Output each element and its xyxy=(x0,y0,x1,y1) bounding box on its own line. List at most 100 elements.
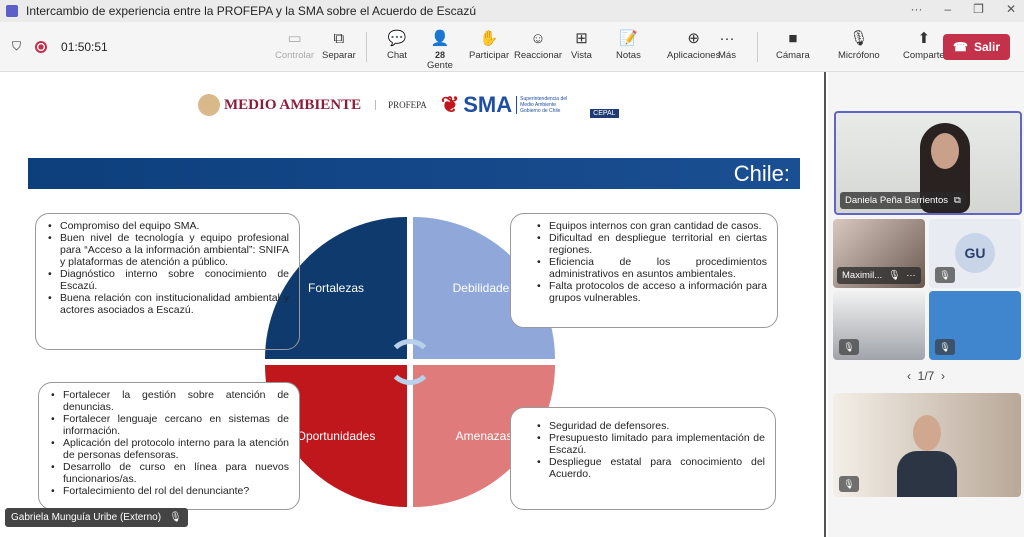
mic-off-icon: 🎙 xyxy=(839,476,859,492)
restore-button[interactable]: ❐ xyxy=(973,2,984,16)
debilidades-box: Equipos internos con gran cantidad de ca… xyxy=(510,213,778,328)
button-label: Micrófono xyxy=(838,50,880,61)
list-item: Buen nivel de tecnología y equipo profes… xyxy=(48,232,289,268)
button-label: Separar xyxy=(322,50,356,61)
button-label: Más xyxy=(718,50,736,61)
reaccionar-icon: ☺ xyxy=(530,30,546,47)
shield-icon: ⛉ xyxy=(12,39,22,53)
separar-button[interactable]: ⧉ Separar xyxy=(322,28,356,61)
list-item: Desarrollo de curso en línea para nuevos… xyxy=(51,461,289,485)
controlar-icon: ▭ xyxy=(287,30,302,47)
list-item: Eficiencia de los procedimientos adminis… xyxy=(537,256,767,280)
list-item: Seguridad de defensores. xyxy=(537,420,765,432)
vista-button[interactable]: ⊞ Vista xyxy=(571,28,592,61)
list-item: Diagnóstico interno sobre conocimiento d… xyxy=(48,268,289,292)
notas-button[interactable]: 📝 Notas xyxy=(616,28,641,61)
list-item: Presupuesto limitado para implementación… xyxy=(537,432,765,456)
button-label: Vista xyxy=(571,50,592,61)
mic-off-icon: 🎙 xyxy=(935,339,955,355)
sma-logo: ❦ SMA Superintendencia del Medio Ambiente … xyxy=(441,92,576,118)
aplicaciones-icon: ⊕ xyxy=(687,30,700,47)
teams-icon xyxy=(6,5,18,17)
microfono-icon: 🎙 xyxy=(849,30,869,47)
presenter-name-tag: Gabriela Munguía Uribe (Externo) 🎙 xyxy=(5,508,188,527)
mas-button[interactable]: ··· Más xyxy=(718,28,736,61)
list-item: Fortalecimiento del rol del denunciante? xyxy=(51,485,289,497)
button-label: Reaccionar xyxy=(514,50,563,61)
more-button[interactable]: ··· xyxy=(910,2,923,16)
gente-icon: 👤 xyxy=(430,30,450,47)
video-tile-main[interactable]: Daniela Peña Barrientos ⧉ xyxy=(834,111,1022,215)
cycle-arrows-icon xyxy=(387,339,433,385)
video-tile-6[interactable]: 🎙 xyxy=(833,393,1021,497)
amenazas-box: Seguridad de defensores.Presupuesto limi… xyxy=(510,407,776,510)
minimize-button[interactable]: – xyxy=(944,2,952,16)
button-label: Chat xyxy=(387,50,408,61)
fortalezas-box: Compromiso del equipo SMA.Buen nivel de … xyxy=(35,213,300,350)
comparte-button[interactable]: ⬆ Comparte xyxy=(903,28,945,61)
list-item: Buena relación con institucionalidad amb… xyxy=(48,292,289,316)
participant-label: Maximil... 🎙 ··· xyxy=(837,267,921,284)
chat-icon: 💬 xyxy=(387,30,407,47)
reaccionar-button[interactable]: ☺ Reaccionar xyxy=(514,28,562,61)
button-label: Comparte xyxy=(903,50,945,61)
medio-ambiente-logo: MEDIO AMBIENTE xyxy=(224,97,362,114)
mexico-seal-icon xyxy=(198,94,220,116)
phone-hangup-icon: ☎ xyxy=(953,40,968,54)
pagination: ‹ 1/7 › xyxy=(906,369,946,383)
people-count: 28 xyxy=(434,50,445,60)
aplicaciones-button[interactable]: ⊕ Aplicaciones xyxy=(667,28,720,61)
more-options-icon: ··· xyxy=(906,270,916,281)
participar-icon: ✋ xyxy=(479,30,499,47)
list-item: Equipos internos con gran cantidad de ca… xyxy=(537,220,767,232)
mic-off-icon: 🎙 xyxy=(839,339,859,355)
button-label: Participar xyxy=(469,50,510,61)
meeting-timer: 01:50:51 xyxy=(61,39,108,54)
close-button[interactable]: ✕ xyxy=(1005,2,1016,16)
button-label: Cámara xyxy=(776,50,810,61)
profepa-logo: PROFEPA xyxy=(375,100,427,110)
controlar-button[interactable]: ▭ Controlar xyxy=(275,28,314,61)
participar-button[interactable]: ✋ Participar xyxy=(469,28,509,61)
participant-label: Daniela Peña Barrientos ⧉ xyxy=(840,192,966,209)
slide-header: Chile: xyxy=(28,158,800,189)
leave-button[interactable]: ☎ Salir xyxy=(943,34,1010,60)
window-title: Intercambio de experiencia entre la PROF… xyxy=(26,4,477,18)
prev-page-button[interactable]: ‹ xyxy=(906,369,911,383)
next-page-button[interactable]: › xyxy=(941,369,946,383)
mic-off-icon: 🎙 xyxy=(169,512,182,523)
meeting-toolbar: ⛉ 01:50:51 ▭ Controlar ⧉ Separar 💬 Chat 👤 28 Gen… xyxy=(0,22,1024,72)
video-tile-5[interactable]: 🎙 xyxy=(929,291,1021,360)
mic-off-icon: 🎙 xyxy=(888,270,901,281)
notas-icon: 📝 xyxy=(619,30,638,47)
video-tile-3[interactable]: GU 🎙 xyxy=(929,219,1021,288)
button-label: Controlar xyxy=(275,50,315,61)
separar-icon: ⧉ xyxy=(333,30,345,47)
gente-button[interactable]: 👤 28 Gente xyxy=(427,28,453,71)
video-tile-4[interactable]: 🎙 xyxy=(833,291,925,360)
list-item: Compromiso del equipo SMA. xyxy=(48,220,289,232)
list-item: Aplicación del protocolo interno para la… xyxy=(51,437,289,461)
list-item: Fortalecer lenguaje cercano en sistemas … xyxy=(51,413,289,437)
shared-slide: MEDIO AMBIENTE PROFEPA ❦ SMA Superintenden… xyxy=(0,72,826,537)
mas-icon: ··· xyxy=(719,30,735,47)
mic-off-icon: 🎙 xyxy=(935,267,955,283)
list-item: Falta protocolos de acceso a información… xyxy=(537,280,767,304)
button-label: Gente xyxy=(427,60,453,71)
oportunidades-box: Fortalecer la gestión sobre atención de … xyxy=(38,382,300,510)
camara-icon: ■ xyxy=(788,30,798,47)
list-item: Despliegue estatal para conocimiento del… xyxy=(537,456,765,480)
video-tile-2[interactable]: Maximil... 🎙 ··· xyxy=(833,219,925,288)
chat-button[interactable]: 💬 Chat xyxy=(387,28,407,61)
cepal-logo: CEPAL xyxy=(590,108,619,118)
comparte-icon: ⬆ xyxy=(917,30,931,47)
button-label: Aplicaciones xyxy=(667,50,721,61)
vista-icon: ⊞ xyxy=(575,30,588,47)
logos: MEDIO AMBIENTE PROFEPA ❦ SMA Superintenden… xyxy=(198,92,619,118)
microfono-button[interactable]: 🎙 Micrófono xyxy=(838,28,880,61)
list-item: Fortalecer la gestión sobre atención de … xyxy=(51,389,289,413)
camara-button[interactable]: ■ Cámara xyxy=(776,28,810,61)
participants-panel: Daniela Peña Barrientos ⧉ Maximil... 🎙 ··· … xyxy=(828,72,1024,537)
screen-share-icon: ⧉ xyxy=(953,195,961,206)
list-item: Dificultad en despliegue territorial en … xyxy=(537,232,767,256)
